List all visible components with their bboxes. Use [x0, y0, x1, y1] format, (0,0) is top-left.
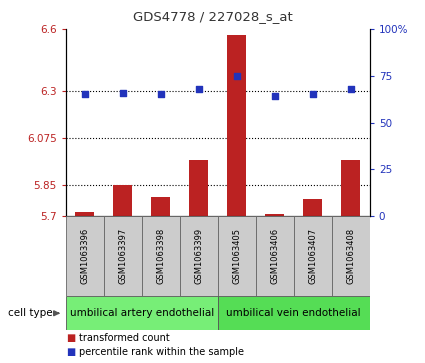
Bar	[66, 296, 218, 330]
Point	[233, 73, 240, 79]
Text: GSM1063398: GSM1063398	[156, 228, 165, 284]
Bar	[113, 185, 132, 216]
Bar	[294, 216, 332, 296]
Bar	[256, 216, 294, 296]
Point	[272, 93, 278, 99]
Bar	[151, 197, 170, 216]
Point	[157, 91, 164, 97]
Text: GSM1063405: GSM1063405	[232, 228, 241, 284]
Bar	[218, 216, 256, 296]
Text: cell type: cell type	[8, 308, 53, 318]
Point	[309, 91, 316, 97]
Text: ■: ■	[66, 333, 75, 343]
Bar	[218, 296, 370, 330]
Bar	[189, 160, 208, 216]
Text: umbilical artery endothelial: umbilical artery endothelial	[70, 308, 214, 318]
Bar	[180, 216, 218, 296]
Text: percentile rank within the sample: percentile rank within the sample	[79, 347, 244, 357]
Point	[119, 90, 126, 95]
Bar	[75, 212, 94, 216]
Bar	[332, 216, 370, 296]
Bar	[265, 214, 284, 216]
Point	[347, 86, 354, 92]
Bar	[303, 199, 322, 216]
Text: GSM1063406: GSM1063406	[270, 228, 279, 284]
Text: GSM1063399: GSM1063399	[194, 228, 203, 284]
Bar	[227, 35, 246, 216]
Point	[82, 91, 88, 97]
Bar	[341, 160, 360, 216]
Bar	[104, 216, 142, 296]
Text: GDS4778 / 227028_s_at: GDS4778 / 227028_s_at	[133, 10, 292, 23]
Point	[196, 86, 202, 92]
Text: GSM1063396: GSM1063396	[80, 228, 89, 284]
Bar	[142, 216, 180, 296]
Text: GSM1063407: GSM1063407	[308, 228, 317, 284]
Text: GSM1063408: GSM1063408	[346, 228, 355, 284]
Bar	[66, 216, 104, 296]
Text: GSM1063397: GSM1063397	[118, 228, 127, 284]
Text: umbilical vein endothelial: umbilical vein endothelial	[227, 308, 361, 318]
Text: ■: ■	[66, 347, 75, 357]
Text: transformed count: transformed count	[79, 333, 170, 343]
